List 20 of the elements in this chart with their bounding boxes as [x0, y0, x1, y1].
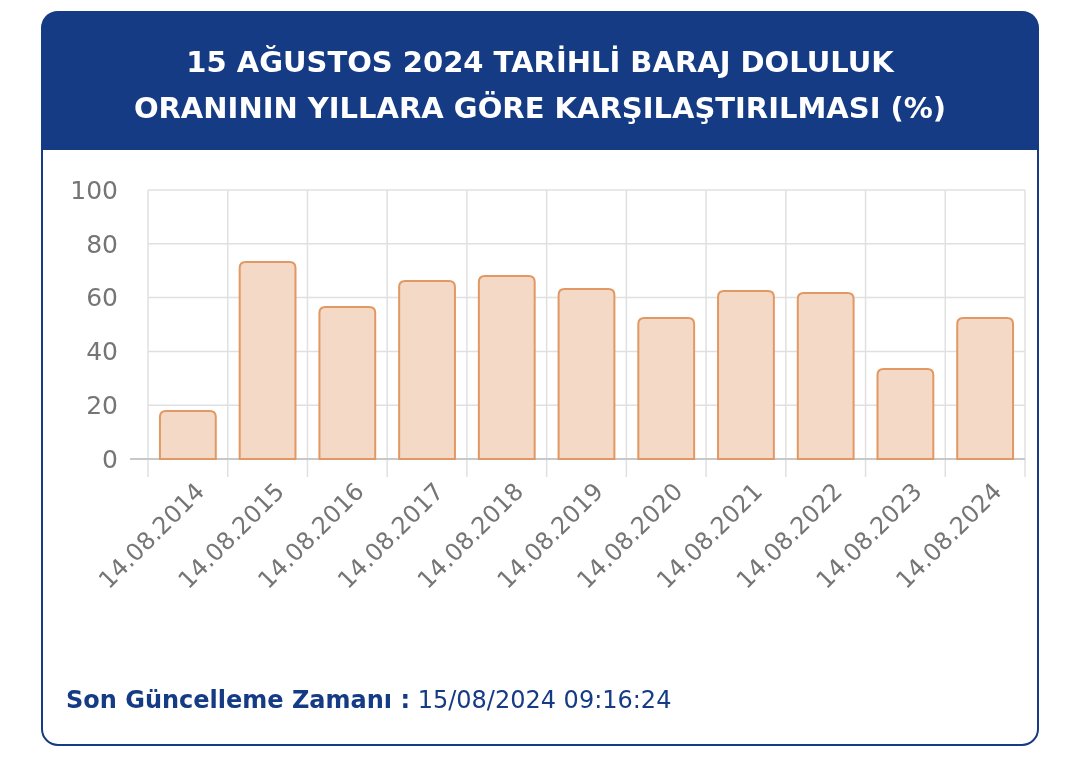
bar — [876, 367, 935, 460]
bar — [398, 279, 456, 460]
y-tick-label: 20 — [86, 390, 118, 420]
y-tick-label: 60 — [86, 283, 118, 313]
bar — [796, 292, 855, 460]
bar — [477, 275, 536, 460]
bar — [956, 317, 1015, 460]
y-tick-label: 80 — [86, 229, 118, 259]
y-tick-label: 40 — [86, 337, 118, 367]
bar — [158, 410, 217, 460]
bar — [637, 317, 696, 460]
chart-title: 15 AĞUSTOS 2024 TARİHLİ BARAJ DOLULUK ORANININ YILLARA GÖRE KARŞILAŞTIRILMASI (%) — [133, 45, 947, 125]
bar — [318, 306, 377, 460]
y-tick-label: 0 — [102, 444, 118, 474]
y-tick-label: 100 — [70, 175, 118, 205]
text: 15/08/2024 09:16:24 — [410, 686, 672, 714]
bar — [557, 287, 616, 460]
bar — [238, 261, 297, 460]
text: Son Güncelleme Zamanı : — [66, 686, 411, 714]
bar — [717, 289, 775, 460]
